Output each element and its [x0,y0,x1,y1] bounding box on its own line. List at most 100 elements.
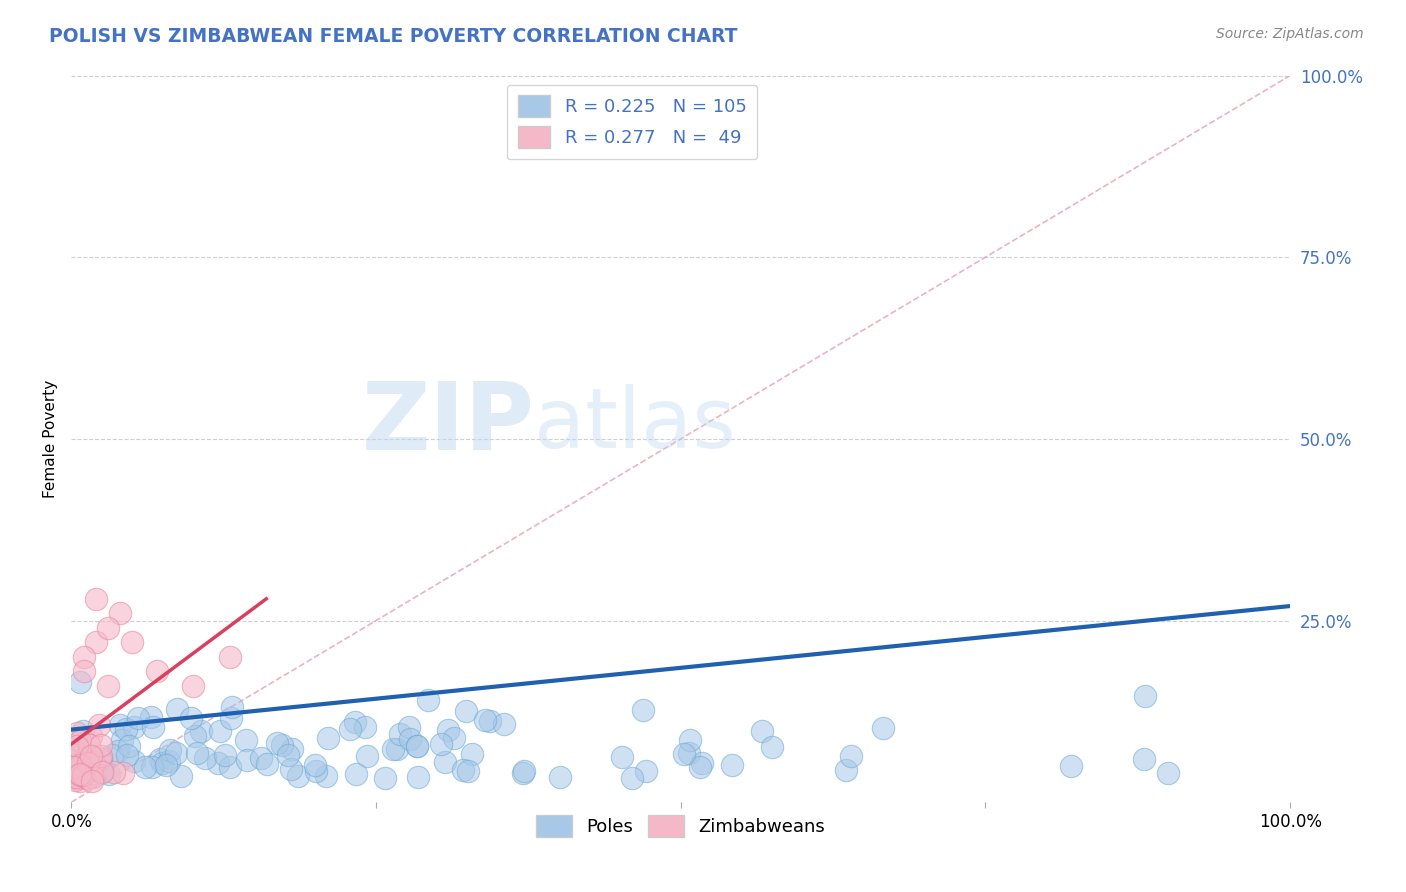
Point [62,768,84,782]
Point [443,731,465,745]
Point [93,764,115,779]
Point [548,770,571,784]
Point [761,740,783,755]
Point [80,773,103,788]
Point [69,734,91,748]
Point [433,755,456,769]
Point [339,723,361,737]
Point [436,723,458,737]
Point [111,732,134,747]
Point [454,704,477,718]
Point [235,732,257,747]
Point [1135,690,1157,704]
Point [79,730,101,744]
Point [304,764,326,779]
Y-axis label: Female Poverty: Female Poverty [44,380,58,498]
Point [63,772,86,787]
Point [72,649,94,664]
Point [60,763,83,777]
Point [398,720,420,734]
Point [80,749,103,764]
Point [194,751,217,765]
Point [304,758,326,772]
Point [678,746,700,760]
Point [344,767,367,781]
Point [89,752,111,766]
Point [315,769,337,783]
Point [249,751,271,765]
Point [127,711,149,725]
Point [353,720,375,734]
Point [186,747,208,761]
Point [689,760,711,774]
Point [90,765,112,780]
Point [690,756,713,771]
Point [385,742,408,756]
Point [190,723,212,738]
Point [405,739,427,753]
Point [84,635,107,649]
Point [118,739,141,753]
Point [69,773,91,788]
Point [839,749,862,764]
Point [170,769,193,783]
Point [155,758,177,772]
Point [124,754,146,768]
Text: POLISH VS ZIMBABWEAN FEMALE POVERTY CORRELATION CHART: POLISH VS ZIMBABWEAN FEMALE POVERTY CORR… [49,27,738,45]
Point [751,724,773,739]
Point [89,717,111,731]
Point [221,700,243,714]
Text: ZIP: ZIP [361,378,534,470]
Point [69,757,91,772]
Point [66,771,89,785]
Point [76,756,98,770]
Point [107,744,129,758]
Point [139,710,162,724]
Legend: Poles, Zimbabweans: Poles, Zimbabweans [529,807,832,844]
Point [474,714,496,728]
Point [157,754,180,768]
Point [180,710,202,724]
Point [121,635,143,649]
Point [82,770,104,784]
Point [631,703,654,717]
Point [60,768,83,782]
Point [98,767,121,781]
Point [72,723,94,738]
Point [256,756,278,771]
Point [145,665,167,679]
Point [218,649,240,664]
Point [408,770,430,784]
Point [183,729,205,743]
Point [388,727,411,741]
Point [451,764,474,778]
Point [512,765,534,780]
Point [89,764,111,779]
Point [77,738,100,752]
Point [872,721,894,735]
Point [152,756,174,770]
Point [142,720,165,734]
Point [112,766,135,780]
Point [479,714,502,728]
Point [97,621,120,635]
Point [65,739,87,754]
Point [115,747,138,762]
Point [221,711,243,725]
Point [72,766,94,780]
Point [416,692,439,706]
Point [636,764,658,778]
Point [83,756,105,770]
Point [97,679,120,693]
Point [75,749,97,764]
Point [672,747,695,761]
Point [236,753,259,767]
Point [80,749,103,764]
Point [1133,752,1156,766]
Point [165,746,187,760]
Point [461,747,484,762]
Point [159,743,181,757]
Point [103,765,125,780]
Point [69,675,91,690]
Point [281,742,304,756]
